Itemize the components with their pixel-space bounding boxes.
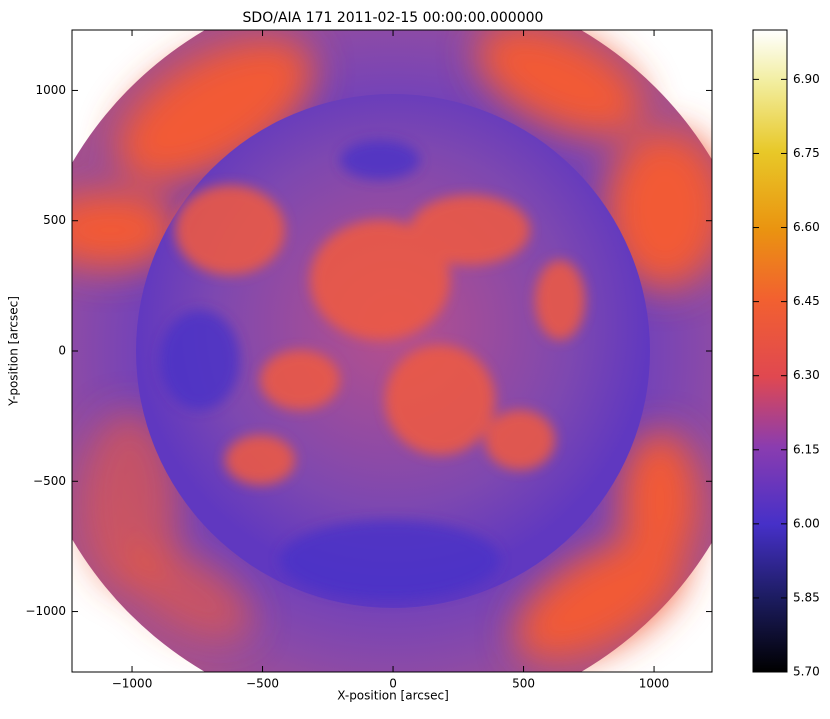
colorbar-tick-label: 6.45	[793, 294, 820, 308]
colorbar-tick-label: 6.00	[793, 516, 820, 530]
colorbar-tick-label: 6.60	[793, 220, 820, 234]
colorbar-tick-label: 6.15	[793, 442, 820, 456]
colorbar-tick-label: 5.70	[793, 665, 820, 679]
x-tick-label: 500	[512, 677, 535, 691]
y-tick-label: −500	[33, 474, 66, 488]
colorbar	[752, 29, 788, 673]
y-tick-label: −1000	[25, 604, 66, 618]
solar-image	[72, 30, 712, 672]
x-tick-label: −1000	[112, 677, 153, 691]
colorbar-tick-label: 5.85	[793, 590, 820, 604]
x-tick-label: 1000	[639, 677, 670, 691]
chart-title: SDO/AIA 171 2011-02-15 00:00:00.000000	[243, 10, 544, 26]
colorbar-tick-label: 6.75	[793, 146, 820, 160]
y-axis-label: Y-position [arcsec]	[7, 296, 21, 407]
y-tick-label: 1000	[35, 83, 66, 97]
x-tick-label: −500	[246, 677, 279, 691]
x-axis-label: X-position [arcsec]	[337, 689, 449, 703]
y-tick-label: 500	[43, 213, 66, 227]
x-tick-label: 0	[389, 677, 397, 691]
colorbar-tick-label: 6.90	[793, 72, 820, 86]
y-tick-label: 0	[58, 344, 66, 358]
colorbar-tick-label: 6.30	[793, 368, 820, 382]
